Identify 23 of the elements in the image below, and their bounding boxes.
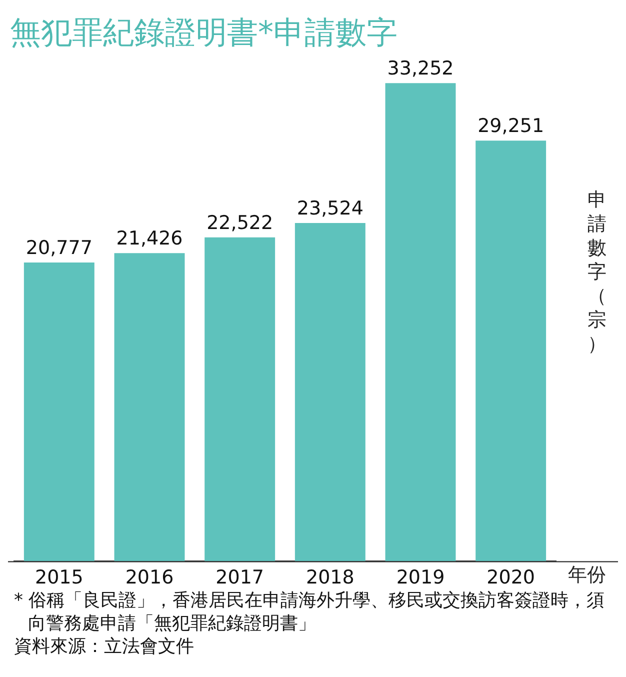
bar	[476, 140, 546, 562]
bar	[114, 253, 185, 562]
x-axis-title: 年份	[568, 564, 606, 586]
data-label: 33,252	[387, 58, 454, 80]
bar	[294, 222, 366, 562]
x-tick-label: 2019	[396, 566, 445, 589]
data-label: 22,522	[206, 212, 274, 234]
bar	[385, 83, 456, 562]
data-label: 29,251	[478, 115, 544, 138]
data-label: 20,777	[26, 236, 92, 259]
bar	[24, 262, 94, 562]
chart-title: 無犯罪紀錄證明書*申請數字	[10, 14, 398, 53]
data-label: 23,524	[296, 197, 364, 220]
x-tick-label: 2020	[486, 566, 536, 589]
x-tick-label: 2016	[125, 566, 174, 589]
text: * 俗稱「良民證」，香港居民在申請海外升學、移民或交換訪客簽證時，須向警務處申請「無犯罪紀錄證明書」	[14, 589, 606, 635]
x-tick-label: 2017	[216, 566, 264, 589]
y-axis-title: 申請數字（宗）	[586, 188, 608, 356]
data-label: 21,426	[116, 228, 183, 250]
x-tick-label: 2015	[34, 566, 84, 589]
bar	[204, 237, 276, 562]
x-tick-label: 2018	[306, 566, 354, 589]
source-note: 資料來源：立法會文件	[14, 635, 195, 658]
